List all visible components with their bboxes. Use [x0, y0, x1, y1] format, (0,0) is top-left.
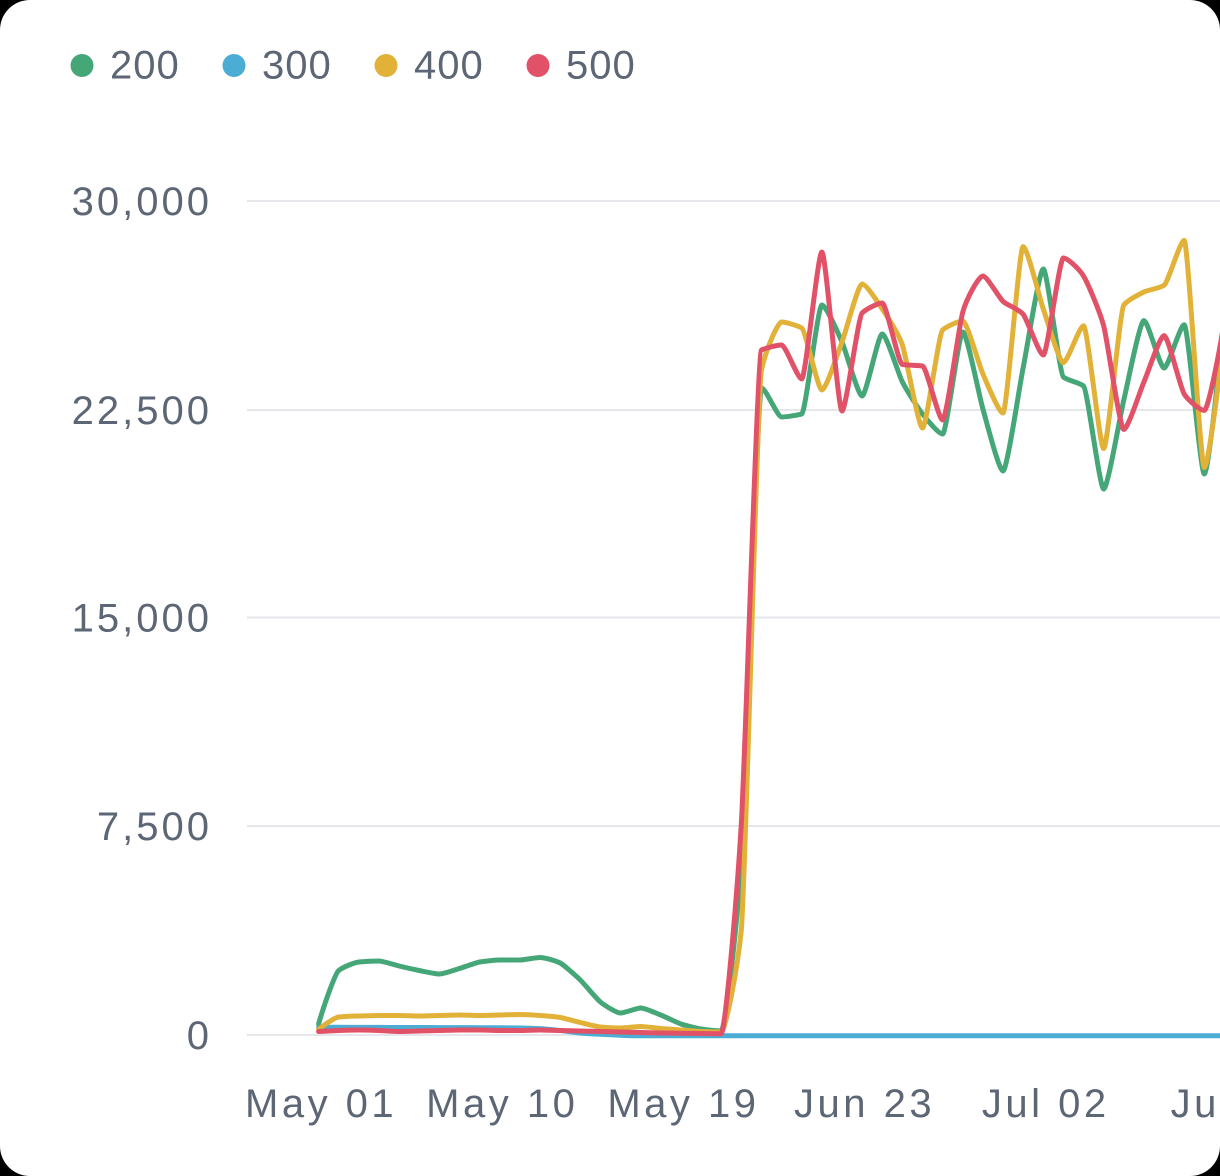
svg-text:7,500: 7,500: [97, 805, 212, 849]
svg-text:300: 300: [262, 44, 332, 88]
svg-text:Jul 02: Jul 02: [982, 1082, 1110, 1126]
svg-text:15,000: 15,000: [72, 597, 212, 641]
svg-text:30,000: 30,000: [72, 180, 212, 224]
svg-text:500: 500: [566, 44, 636, 88]
svg-text:May 19: May 19: [607, 1082, 759, 1126]
svg-text:400: 400: [414, 44, 484, 88]
svg-text:0: 0: [187, 1014, 212, 1058]
svg-text:Jul 11: Jul 11: [1171, 1082, 1220, 1126]
svg-text:May 10: May 10: [426, 1082, 578, 1126]
svg-text:Jun 23: Jun 23: [794, 1082, 935, 1126]
svg-text:200: 200: [110, 44, 180, 88]
svg-text:May 01: May 01: [245, 1082, 397, 1126]
svg-text:22,500: 22,500: [72, 389, 212, 433]
